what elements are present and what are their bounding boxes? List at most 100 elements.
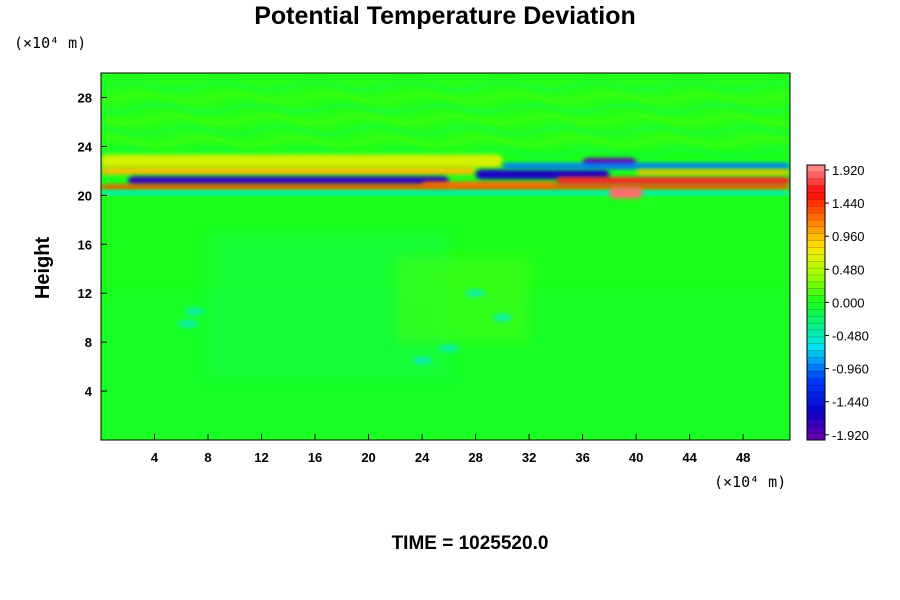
colorbar-swatch bbox=[807, 268, 825, 276]
colorbar-swatch bbox=[807, 295, 825, 303]
colorbar-swatch bbox=[807, 199, 825, 207]
colorbar-swatch bbox=[807, 261, 825, 269]
colorbar-tick-label: 0.480 bbox=[832, 262, 865, 277]
field-band bbox=[422, 181, 556, 187]
colorbar-swatch bbox=[807, 378, 825, 386]
colorbar-swatch bbox=[807, 419, 825, 427]
field-streak bbox=[465, 289, 486, 298]
colorbar-swatch bbox=[807, 192, 825, 200]
field-streak bbox=[177, 319, 198, 328]
colorbar-swatch bbox=[807, 371, 825, 379]
colorbar-swatch bbox=[807, 398, 825, 406]
colorbar-swatch bbox=[807, 240, 825, 248]
y-tick-label: 16 bbox=[78, 237, 92, 252]
colorbar bbox=[806, 164, 826, 441]
temperature-field bbox=[101, 73, 790, 440]
colorbar-swatch bbox=[807, 433, 825, 441]
colorbar-swatch bbox=[807, 233, 825, 241]
plot-area bbox=[101, 73, 790, 440]
wave-band bbox=[101, 114, 790, 125]
field-region bbox=[395, 256, 530, 343]
colorbar-swatch bbox=[807, 185, 825, 193]
colorbar-ticks: 1.920 1.440 0.960 0.480 0.000 -0.480 -0.960 -1.… bbox=[825, 163, 869, 443]
colorbar-swatch bbox=[807, 220, 825, 228]
field-streak bbox=[184, 307, 205, 316]
plot-frame bbox=[100, 72, 791, 441]
colorbar-swatch bbox=[807, 165, 825, 173]
colorbar-swatch bbox=[807, 254, 825, 262]
colorbar-swatch bbox=[807, 357, 825, 365]
colorbar-swatch bbox=[807, 281, 825, 290]
x-tick-label: 48 bbox=[736, 450, 750, 465]
colorbar-swatch bbox=[807, 206, 825, 214]
colorbar-swatch bbox=[807, 385, 825, 393]
y-axis-label: Height bbox=[32, 237, 54, 300]
colorbar-swatch bbox=[807, 323, 825, 331]
x-tick-label: 16 bbox=[308, 450, 322, 465]
x-tick-label: 4 bbox=[151, 450, 159, 465]
x-axis-ticks: 4 8 12 16 20 24 28 32 36 40 44 48 bbox=[151, 434, 750, 465]
y-tick-label: 4 bbox=[85, 384, 93, 399]
colorbar-tick-label: -1.920 bbox=[832, 428, 869, 443]
field-streak bbox=[492, 313, 513, 322]
wave-band bbox=[101, 136, 790, 147]
colorbar-tick-label: 1.920 bbox=[832, 163, 865, 178]
y-tick-label: 24 bbox=[78, 139, 93, 154]
colorbar-swatch bbox=[807, 343, 825, 351]
x-tick-label: 20 bbox=[361, 450, 375, 465]
x-tick-label: 32 bbox=[522, 450, 536, 465]
y-tick-label: 20 bbox=[78, 188, 92, 203]
colorbar-tick-label: -1.440 bbox=[832, 395, 869, 410]
x-tick-label: 44 bbox=[682, 450, 697, 465]
colorbar-swatch bbox=[807, 288, 825, 296]
y-tick-label: 12 bbox=[78, 286, 92, 301]
x-tick-label: 12 bbox=[254, 450, 268, 465]
colorbar-swatch bbox=[807, 213, 825, 221]
colorbar-swatch bbox=[807, 275, 825, 283]
y-unit-label: (×10⁴ m) bbox=[14, 34, 86, 52]
colorbar-swatch bbox=[807, 391, 825, 400]
wave-band bbox=[101, 103, 790, 114]
time-label: TIME = 1025520.0 bbox=[392, 533, 549, 554]
field-band bbox=[502, 162, 790, 170]
x-unit-label: (×10⁴ m) bbox=[714, 473, 786, 491]
colorbar-tick-label: -0.480 bbox=[832, 329, 869, 344]
colorbar-swatch bbox=[807, 330, 825, 338]
colorbar-tick-label: 0.960 bbox=[832, 229, 865, 244]
field-streak bbox=[438, 344, 459, 353]
colorbar-tick-label: 0.000 bbox=[832, 295, 865, 310]
field-band bbox=[475, 169, 610, 180]
x-tick-label: 24 bbox=[415, 450, 430, 465]
field-band bbox=[101, 191, 790, 195]
y-axis-ticks: 4 8 12 16 20 24 28 bbox=[78, 90, 107, 399]
y-tick-label: 8 bbox=[85, 335, 92, 350]
colorbar-swatch bbox=[807, 336, 825, 345]
colorbar-swatch bbox=[807, 405, 825, 413]
colorbar-swatch bbox=[807, 302, 825, 310]
field-band bbox=[101, 167, 476, 175]
colorbar-swatch bbox=[807, 426, 825, 434]
colorbar-swatch bbox=[807, 178, 825, 186]
x-tick-label: 36 bbox=[575, 450, 589, 465]
x-tick-label: 28 bbox=[468, 450, 482, 465]
wave-band bbox=[101, 81, 790, 92]
wave-band bbox=[101, 125, 790, 136]
colorbar-swatch bbox=[807, 247, 825, 255]
x-tick-label: 40 bbox=[629, 450, 643, 465]
colorbar-swatch bbox=[807, 309, 825, 317]
field-band bbox=[636, 169, 790, 175]
chart-title: Potential Temperature Deviation bbox=[254, 2, 636, 30]
field-streak bbox=[412, 356, 433, 365]
field-band bbox=[127, 176, 449, 185]
field-band bbox=[609, 187, 643, 199]
colorbar-swatch bbox=[807, 171, 825, 180]
field-band bbox=[101, 154, 503, 168]
wave-band bbox=[101, 92, 790, 103]
field-band bbox=[555, 176, 790, 185]
colorbar-swatch bbox=[807, 350, 825, 358]
colorbar-tick-label: -0.960 bbox=[832, 362, 869, 377]
colorbar-swatch bbox=[807, 412, 825, 420]
x-tick-label: 8 bbox=[204, 450, 211, 465]
y-tick-label: 28 bbox=[78, 90, 92, 105]
